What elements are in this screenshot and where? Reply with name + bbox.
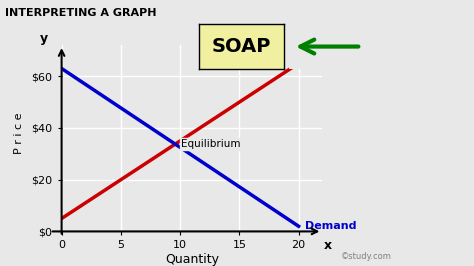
Text: ©study.com: ©study.com bbox=[341, 252, 392, 261]
Text: SOAP: SOAP bbox=[212, 37, 272, 56]
Text: Equilibrium: Equilibrium bbox=[182, 139, 241, 149]
Text: P r i c e: P r i c e bbox=[14, 112, 24, 154]
X-axis label: Quantity: Quantity bbox=[165, 253, 219, 266]
Text: INTERPRETING A GRAPH: INTERPRETING A GRAPH bbox=[5, 8, 156, 18]
Text: Supply: Supply bbox=[305, 58, 347, 68]
Text: y: y bbox=[40, 32, 48, 45]
Text: x: x bbox=[324, 239, 332, 252]
Text: Demand: Demand bbox=[305, 221, 356, 231]
